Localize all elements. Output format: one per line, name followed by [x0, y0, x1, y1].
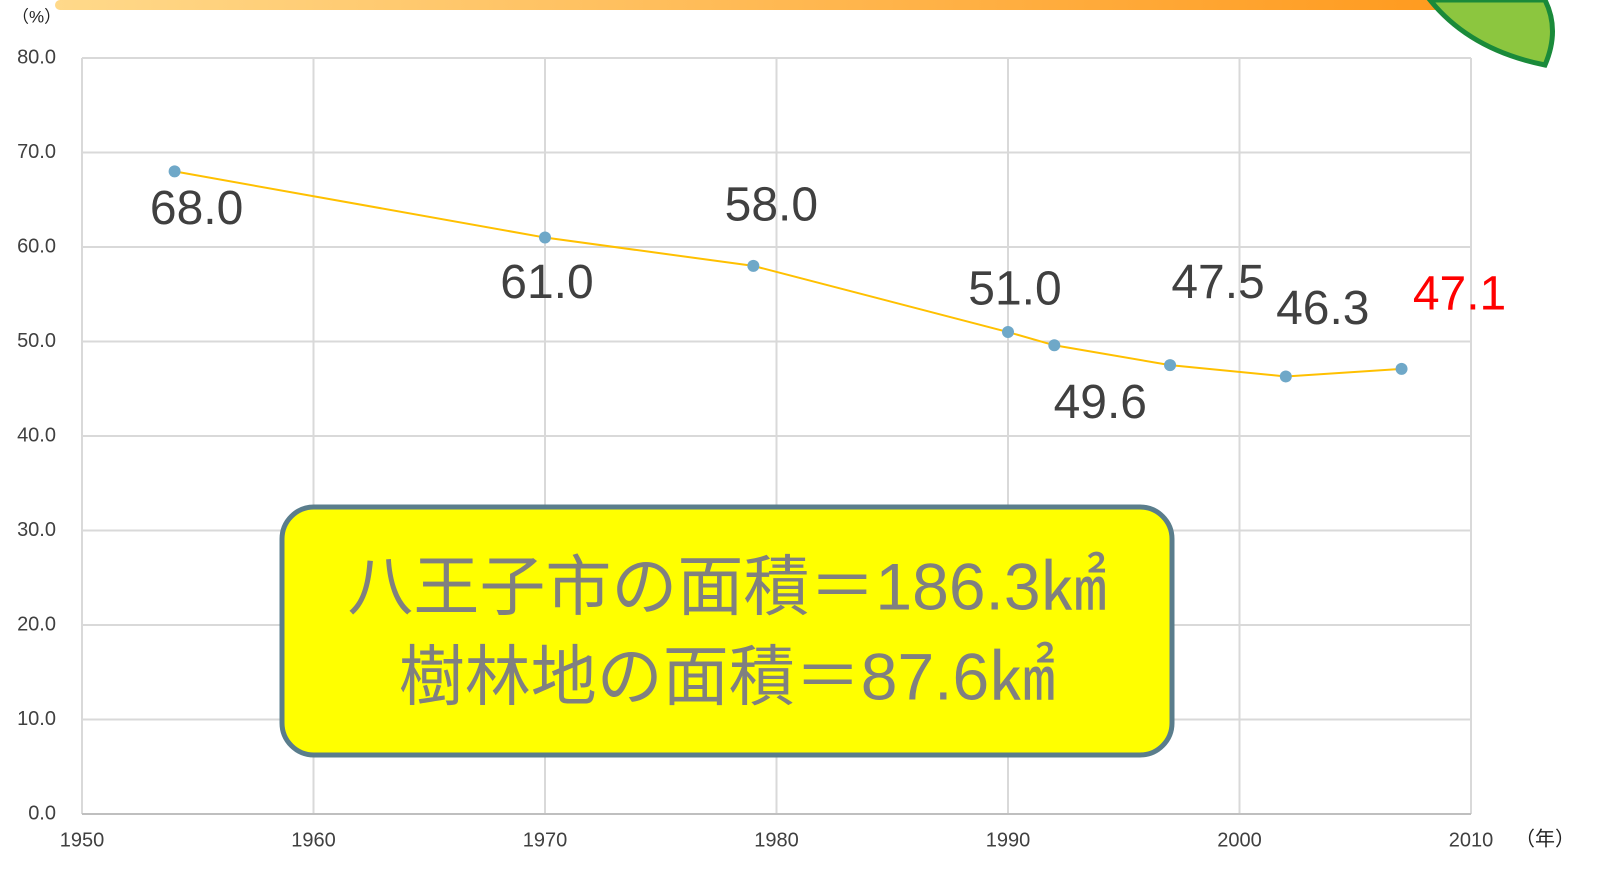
data-label: 68.0	[150, 182, 243, 235]
x-tick-label: 1950	[60, 829, 105, 851]
data-point	[1396, 363, 1408, 375]
data-label: 61.0	[500, 256, 593, 309]
data-point	[169, 165, 181, 177]
data-label: 47.5	[1171, 256, 1264, 309]
data-point	[539, 232, 551, 244]
y-tick-label: 80.0	[17, 46, 56, 68]
y-tick-label: 70.0	[17, 141, 56, 163]
leaf-decoration	[1430, 0, 1553, 65]
x-tick-label: 1990	[986, 829, 1031, 851]
chart: （%） （年） 0.0 10.0 20.0 30.0 40.0 50.0 60.0 70.0 8…	[0, 0, 1624, 883]
x-tick-label: 1970	[523, 829, 568, 851]
x-tick-label: 1960	[291, 829, 336, 851]
data-point	[1002, 326, 1014, 338]
header-bar	[55, 0, 1455, 10]
data-point	[1164, 359, 1176, 371]
x-tick-label: 1980	[754, 829, 799, 851]
data-label: 51.0	[968, 263, 1061, 316]
annotation-text: 樹林地の面積＝87.6㎢	[399, 639, 1055, 713]
data-point	[1048, 339, 1060, 351]
y-tick-label: 10.0	[17, 708, 56, 730]
y-tick-label: 60.0	[17, 235, 56, 257]
y-tick-label: 30.0	[17, 519, 56, 541]
y-tick-label: 50.0	[17, 330, 56, 352]
data-label: 46.3	[1276, 282, 1369, 335]
y-tick-label: 40.0	[17, 424, 56, 446]
annotation-box	[282, 507, 1172, 755]
x-unit-label: （年）	[1515, 827, 1575, 850]
data-point	[1280, 370, 1292, 382]
data-label: 49.6	[1054, 376, 1147, 429]
y-tick-label: 0.0	[28, 802, 56, 824]
x-tick-label: 2010	[1449, 829, 1494, 851]
y-unit-label: （%）	[12, 7, 61, 26]
data-point	[747, 260, 759, 272]
y-tick-label: 20.0	[17, 613, 56, 635]
data-label: 58.0	[725, 179, 818, 232]
annotation-text: 八王子市の面積＝186.3㎢	[347, 549, 1106, 623]
data-label: 47.1	[1413, 268, 1506, 321]
x-tick-label: 2000	[1217, 829, 1262, 851]
